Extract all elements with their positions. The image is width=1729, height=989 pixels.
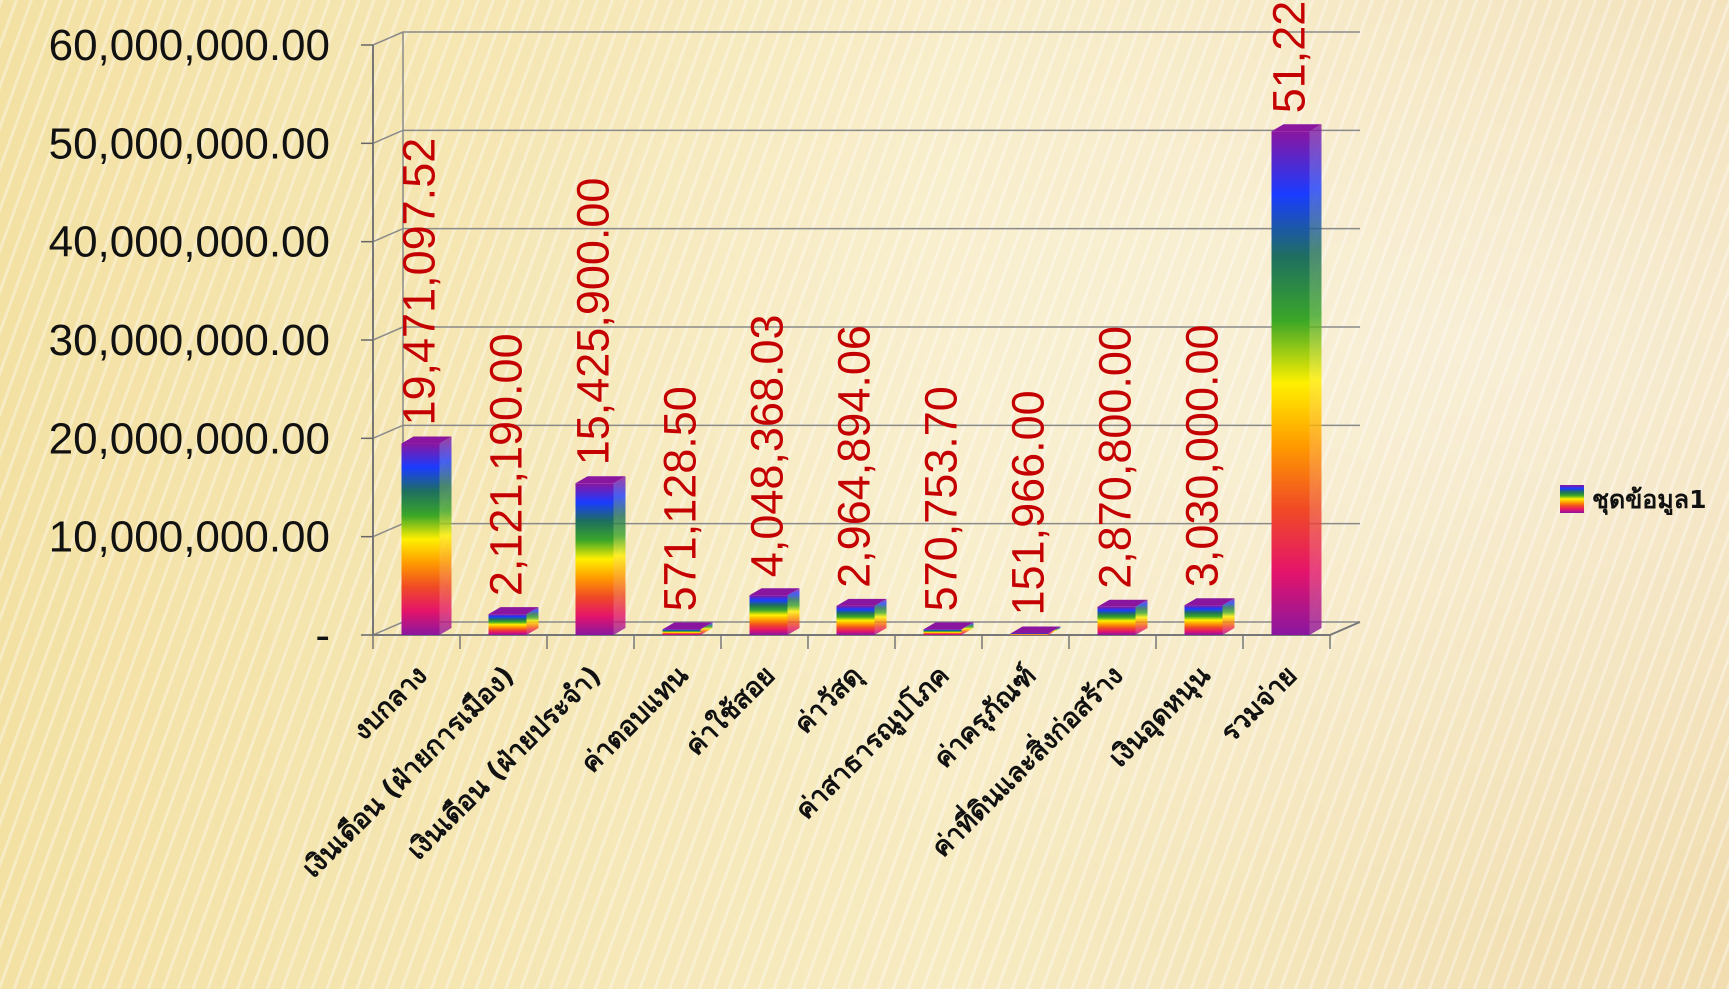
bar-side — [700, 622, 713, 635]
legend: ชุดข้อมูล1 — [1560, 485, 1707, 516]
y-tick-label: - — [315, 611, 330, 660]
gridlines — [372, 31, 1360, 636]
gridline-depth — [372, 129, 404, 145]
bar-front — [488, 614, 527, 635]
bar-side — [1048, 626, 1061, 635]
y-tick-label: 50,000,000.00 — [49, 119, 330, 168]
bar-side — [613, 476, 626, 635]
bar-side — [439, 436, 452, 635]
gridline-depth — [372, 227, 404, 243]
floor-edge — [1329, 621, 1361, 636]
gridline-depth — [372, 621, 404, 636]
bar — [749, 588, 800, 635]
bar-top — [1097, 599, 1148, 607]
bar — [488, 607, 539, 635]
bar-side — [1222, 598, 1235, 635]
bar-side — [526, 607, 539, 635]
bar — [836, 598, 887, 635]
data-label: 2,870,800.00 — [1090, 326, 1141, 589]
data-label: 4,048,368.03 — [742, 314, 793, 577]
bar-front — [749, 595, 788, 635]
legend-label: ชุดข้อมูล1 — [1592, 485, 1707, 516]
bar-side — [1135, 599, 1148, 635]
bar-top — [1271, 124, 1322, 132]
bar-side — [874, 598, 887, 635]
legend-swatch — [1560, 485, 1584, 513]
data-label: 3,030,000.00 — [1177, 324, 1228, 587]
y-tick-label: 10,000,000.00 — [49, 513, 330, 562]
data-label: 151,966.00 — [1003, 390, 1054, 615]
gridline-depth — [372, 326, 404, 341]
bar-front — [575, 483, 614, 635]
y-tick-label: 20,000,000.00 — [49, 414, 330, 463]
y-tick-label: 40,000,000.00 — [49, 218, 330, 267]
bar-top — [1010, 626, 1061, 634]
bars — [401, 124, 1322, 635]
data-label: 2,121,190.00 — [481, 333, 532, 596]
bar-front — [836, 605, 875, 635]
bar — [401, 436, 452, 635]
bar-front — [923, 629, 962, 635]
bar-top — [749, 588, 800, 596]
bar — [1271, 124, 1322, 635]
data-label: 571,128.50 — [655, 386, 706, 611]
gridline-depth — [372, 31, 404, 46]
bar — [1097, 599, 1148, 635]
data-label: 2,964,894.06 — [829, 325, 880, 588]
bar — [1184, 598, 1235, 635]
bar-top — [836, 598, 887, 606]
data-label: 51,226,097.81 — [1264, 0, 1315, 113]
bar — [1010, 626, 1061, 635]
bar-front — [1097, 606, 1136, 635]
gridline-depth — [372, 424, 404, 440]
bar-top — [488, 607, 539, 615]
data-labels: 19,471,097.52 2,121,190.00 15,425,900.00 57… — [394, 0, 1315, 616]
bar-front — [1010, 633, 1049, 635]
y-tick-label: 60,000,000.00 — [49, 21, 330, 70]
bar-top — [923, 622, 974, 630]
y-tick-label: 30,000,000.00 — [49, 316, 330, 365]
bar-side — [1309, 124, 1322, 635]
y-axis-ticks: - 10,000,000.00 20,000,000.00 30,000,000.00… — [49, 21, 373, 660]
bar-top — [662, 622, 713, 630]
bar-side — [787, 588, 800, 635]
bar-side — [961, 622, 974, 635]
bar — [923, 622, 974, 635]
bar — [662, 622, 713, 635]
bar-front — [401, 443, 440, 635]
bar-top — [401, 436, 452, 444]
bar-front — [1271, 131, 1310, 635]
data-label: 19,471,097.52 — [394, 138, 445, 426]
data-label: 15,425,900.00 — [568, 178, 619, 466]
gridline-depth — [372, 522, 404, 538]
bar-top — [575, 476, 626, 484]
bar-front — [1184, 605, 1223, 635]
bar-top — [1184, 598, 1235, 606]
data-label: 570,753.70 — [916, 386, 967, 611]
bar-front — [662, 629, 701, 635]
bar — [575, 476, 626, 635]
